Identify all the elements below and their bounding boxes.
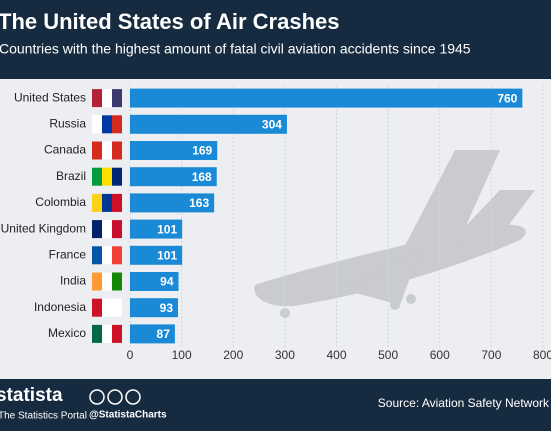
flag <box>112 324 122 343</box>
flag <box>102 272 112 291</box>
flag <box>92 89 102 108</box>
y-tick-label: India <box>60 274 86 288</box>
flag <box>102 298 112 317</box>
y-tick-label: Colombia <box>35 195 86 209</box>
flag <box>112 220 122 239</box>
flag <box>92 220 102 239</box>
y-tick-label: Brazil <box>56 169 86 183</box>
flag <box>102 141 112 160</box>
flag <box>102 167 112 186</box>
brand: statista <box>0 385 63 406</box>
bar <box>130 193 215 213</box>
value-label: 101 <box>157 222 177 236</box>
header <box>0 0 551 79</box>
source: Source: Aviation Safety Network <box>378 396 550 410</box>
bar <box>130 219 183 239</box>
license-icons <box>89 389 141 405</box>
flag <box>92 324 102 343</box>
chart-subtitle: Countries with the highest amount of fat… <box>0 41 471 57</box>
flag <box>92 193 102 212</box>
flag <box>102 246 112 265</box>
value-label: 168 <box>192 170 212 184</box>
y-tick-label: France <box>49 247 87 261</box>
value-label: 760 <box>497 91 517 105</box>
flag <box>102 89 112 108</box>
x-tick-label: 400 <box>326 348 346 362</box>
footer <box>0 379 551 431</box>
y-tick-label: Indonesia <box>34 300 86 314</box>
tagline: The Statistics Portal <box>0 411 87 422</box>
value-label: 169 <box>192 144 212 158</box>
bar <box>130 272 179 291</box>
flag <box>92 141 102 160</box>
x-tick-label: 500 <box>378 348 398 362</box>
y-tick-label: Russia <box>49 116 86 130</box>
x-tick-label: 0 <box>127 348 134 362</box>
value-label: 163 <box>189 196 209 210</box>
bar <box>130 245 183 265</box>
flag <box>112 298 122 317</box>
flag <box>112 141 122 160</box>
y-tick-label: Canada <box>44 143 86 157</box>
bar <box>130 167 217 187</box>
x-tick-label: 700 <box>481 348 501 362</box>
flag <box>92 246 102 265</box>
flag <box>112 89 122 108</box>
flag <box>112 167 122 186</box>
flag <box>102 115 112 134</box>
y-tick-label: United Kingdom <box>1 221 86 235</box>
flag <box>112 193 122 212</box>
flag <box>92 272 102 291</box>
x-tick-label: 200 <box>223 348 243 362</box>
plane-silhouette <box>254 150 535 318</box>
y-tick-label: United States <box>14 90 86 104</box>
flag <box>102 220 112 239</box>
value-label: 101 <box>157 248 177 262</box>
x-tick-label: 800 <box>533 348 551 362</box>
flag <box>92 298 102 317</box>
value-label: 94 <box>160 275 174 289</box>
value-label: 304 <box>262 117 282 131</box>
value-label: 93 <box>160 301 174 315</box>
flag <box>92 115 102 134</box>
bar <box>130 298 179 318</box>
bar <box>130 88 523 108</box>
flag <box>112 272 122 291</box>
flag <box>92 167 102 186</box>
x-tick-label: 300 <box>275 348 295 362</box>
y-tick-label: Mexico <box>48 326 86 340</box>
bar <box>130 324 175 344</box>
x-tick-label: 600 <box>430 348 450 362</box>
flag <box>112 115 122 134</box>
bar <box>130 114 287 134</box>
x-tick-label: 100 <box>172 348 192 362</box>
handle: @StatistaCharts <box>89 410 167 421</box>
flag <box>112 246 122 265</box>
value-label: 87 <box>157 327 171 341</box>
flag <box>102 324 112 343</box>
chart-title: The United States of Air Crashes <box>0 9 339 34</box>
flag <box>102 193 112 212</box>
bar <box>130 141 218 160</box>
